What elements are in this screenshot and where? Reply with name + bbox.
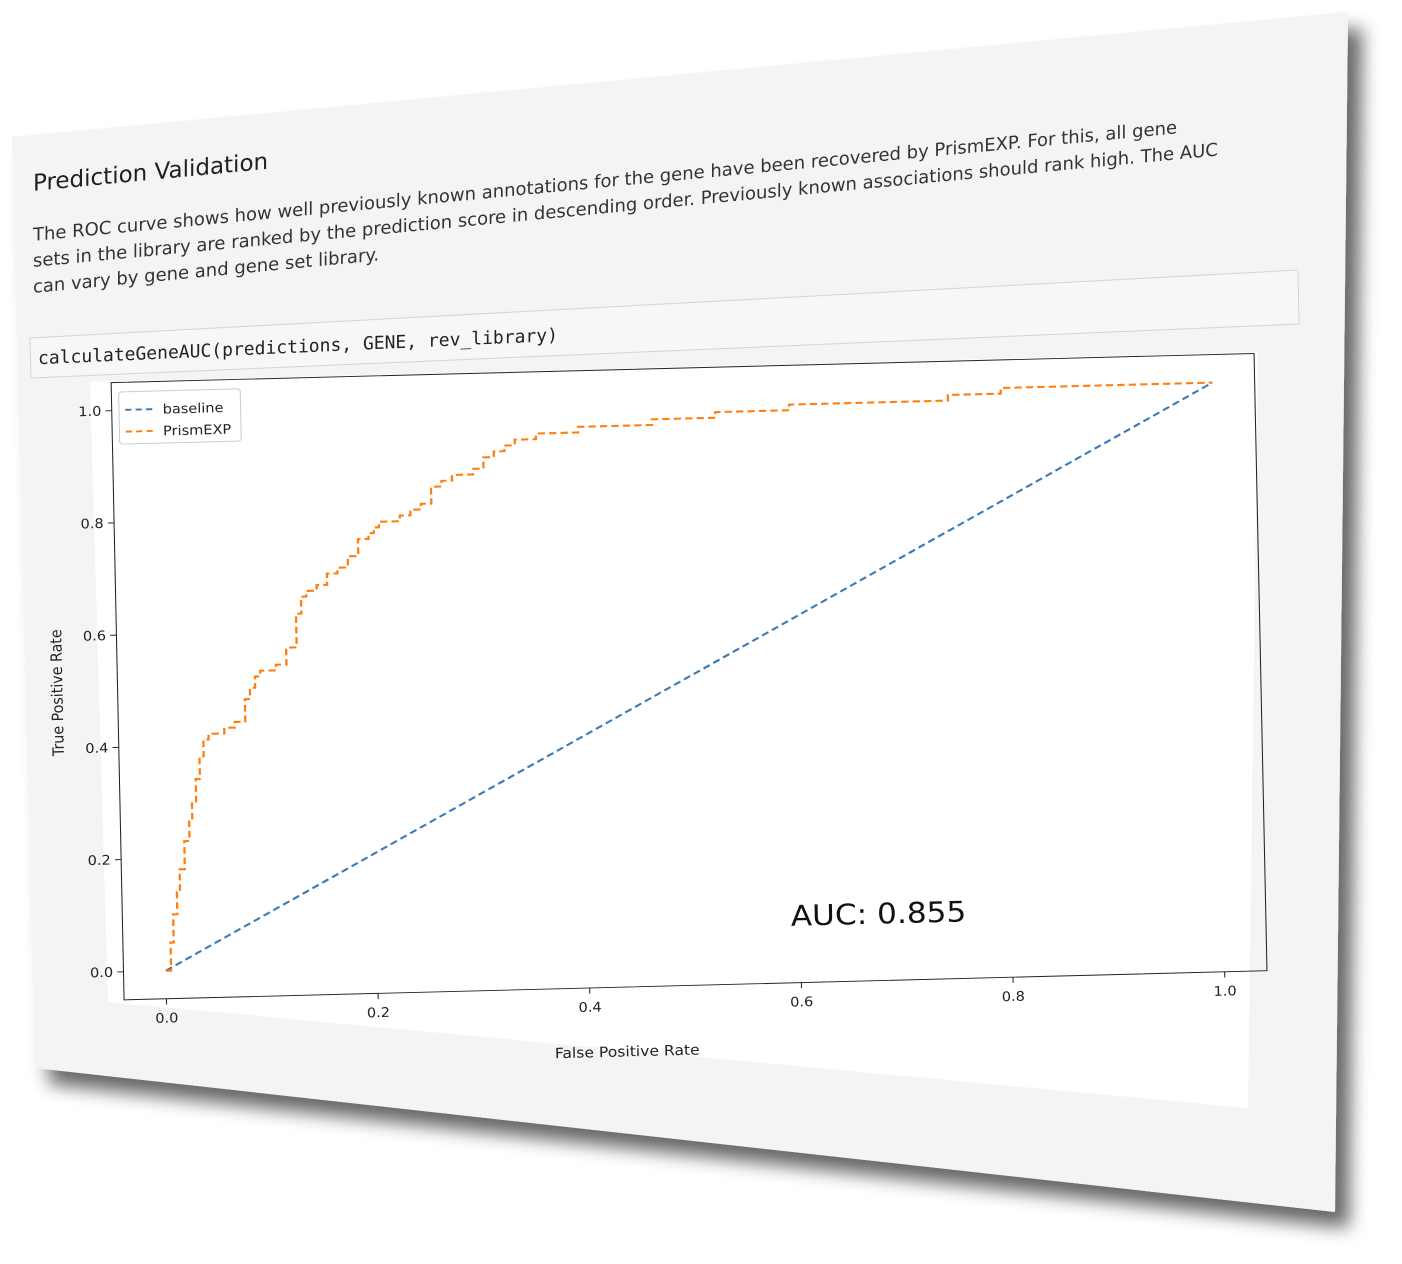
code-cell-box[interactable] <box>29 269 1300 379</box>
y-tick-label: 1.0 <box>78 404 101 420</box>
roc-chart: 0.0 0.2 0.4 0.6 0.8 1.0 0.0 0.2 0.4 0.6 0.8 1.0 bas… <box>47 352 1268 1062</box>
x-tick-label: 1.0 <box>1213 984 1236 1000</box>
y-tick-label: 0.8 <box>80 516 103 532</box>
legend-baseline-swatch <box>125 408 155 411</box>
legend: baseline PrismEXP <box>118 388 242 445</box>
x-tick-label: 0.0 <box>155 1011 178 1027</box>
x-tick-label: 0.6 <box>790 995 813 1011</box>
x-tick-label: 0.4 <box>578 1000 602 1016</box>
y-axis-label: True Positive Rate <box>47 629 68 757</box>
y-tick-label: 0.2 <box>88 853 111 869</box>
x-tick-label: 0.8 <box>1002 989 1025 1005</box>
y-tick-label: 0.4 <box>85 741 109 757</box>
chart-output-area <box>90 352 1258 1108</box>
series-line-baseline <box>165 381 1213 972</box>
x-axis-label: False Positive Rate <box>555 1041 700 1062</box>
legend-prismexp-swatch <box>125 429 155 433</box>
legend-prismexp-label: PrismEXP <box>163 422 231 439</box>
series-line-prismexp <box>165 381 1213 972</box>
auc-annotation: AUC: 0.855 <box>790 896 966 934</box>
y-tick-label: 0.0 <box>90 965 113 981</box>
y-tick-label: 0.6 <box>83 629 106 645</box>
legend-baseline-label: baseline <box>162 401 223 418</box>
x-tick-label: 0.2 <box>367 1005 390 1021</box>
code-cell[interactable]: calculateGeneAUC(predictions, GENE, rev_… <box>29 269 1300 379</box>
plot-frame <box>110 352 1268 1001</box>
